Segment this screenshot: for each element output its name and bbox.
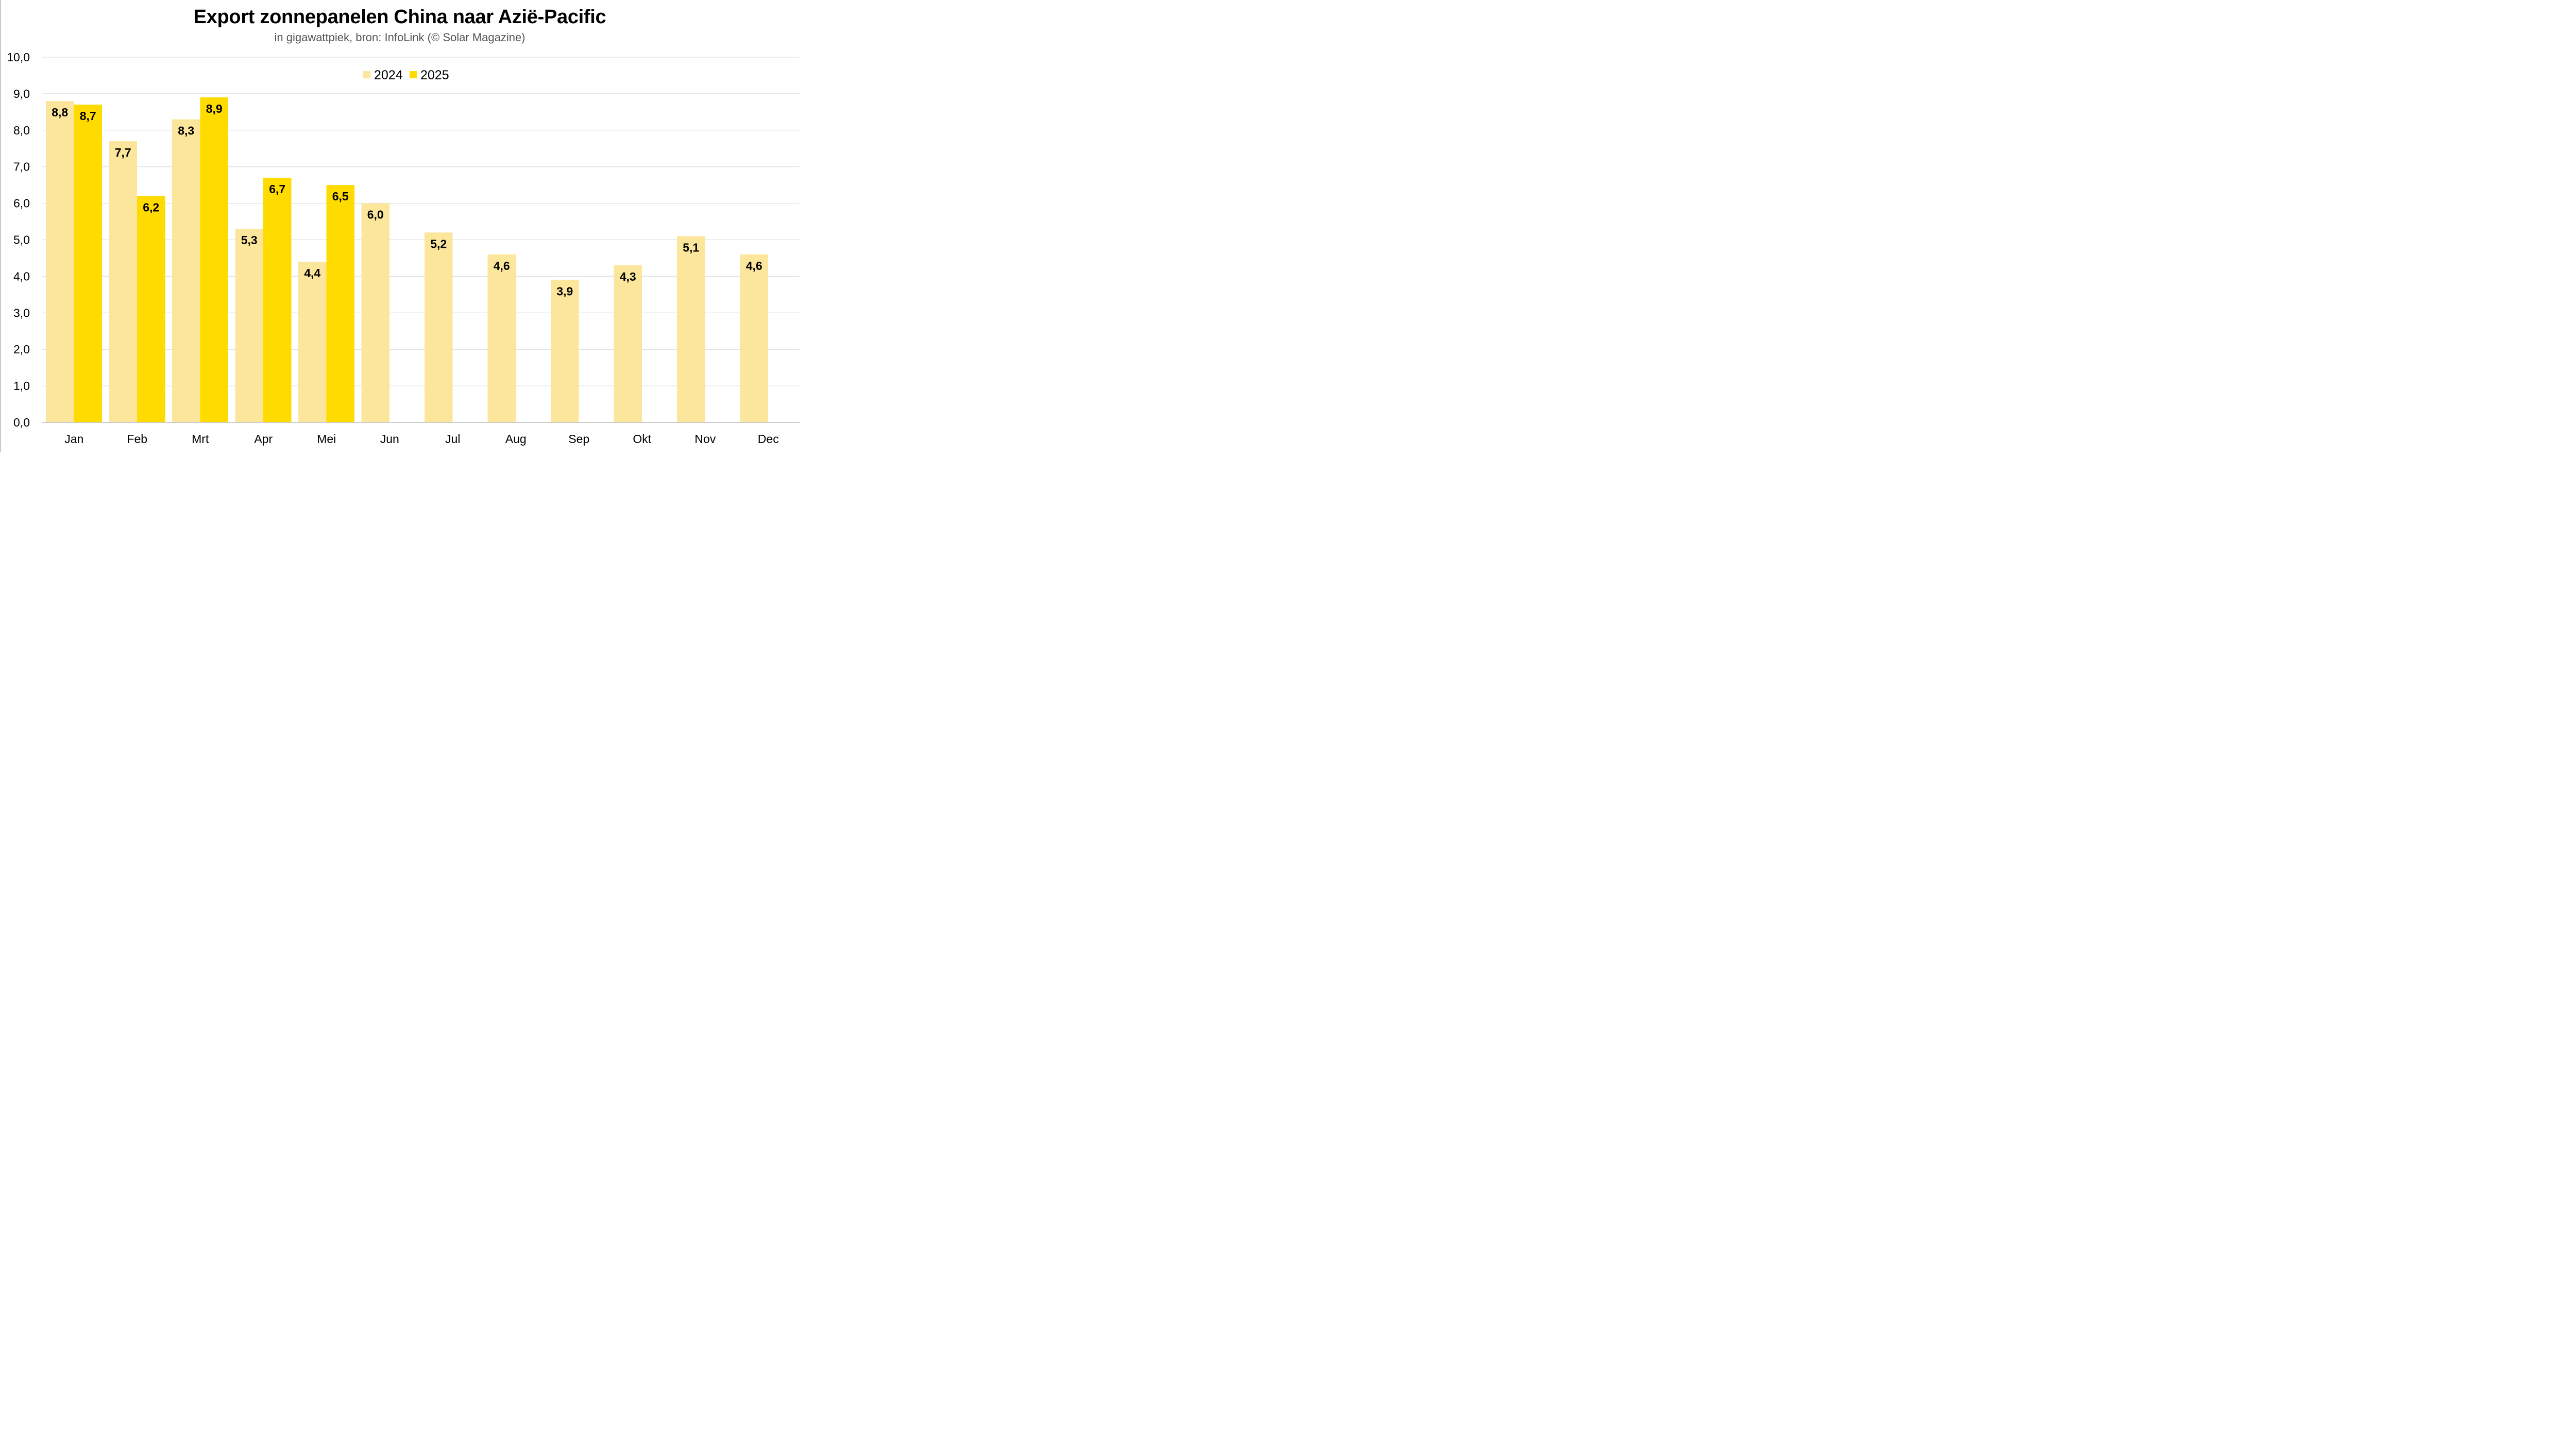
- y-tick-label: 0,0: [13, 416, 30, 429]
- data-label-2025-feb: 6,2: [143, 200, 159, 214]
- data-label-2024-sep: 3,9: [556, 284, 573, 298]
- legend-swatch-2025: [410, 71, 417, 78]
- x-tick-label: Nov: [694, 432, 716, 446]
- bar-2024-mei: [298, 262, 327, 422]
- y-tick-label: 9,0: [13, 87, 30, 100]
- y-tick-label: 3,0: [13, 306, 30, 319]
- x-tick-label: Feb: [127, 432, 147, 446]
- data-label-2024-jun: 6,0: [367, 208, 384, 222]
- bar-2024-jun: [361, 203, 389, 422]
- bar-2024-apr: [235, 229, 263, 422]
- x-tick-label: Jan: [64, 432, 83, 446]
- bar-2024-jul: [425, 232, 453, 422]
- data-label-2025-mrt: 8,9: [206, 102, 223, 115]
- data-label-2025-apr: 6,7: [269, 182, 285, 196]
- data-label-2024-feb: 7,7: [115, 146, 131, 159]
- data-label-2024-jul: 5,2: [430, 237, 447, 250]
- x-tick-label: Apr: [254, 432, 273, 446]
- y-tick-label: 6,0: [13, 197, 30, 210]
- bar-2024-nov: [677, 236, 705, 422]
- x-tick-label: Aug: [505, 432, 527, 446]
- bar-2025-mei: [326, 185, 354, 422]
- bar-2024-mrt: [172, 119, 200, 422]
- bar-2024-aug: [487, 254, 516, 422]
- x-tick-label: Jul: [445, 432, 460, 446]
- chart-title: Export zonnepanelen China naar Azië-Paci…: [193, 6, 606, 28]
- x-tick-label: Mei: [317, 432, 336, 446]
- x-tick-label: Okt: [633, 432, 651, 446]
- y-tick-label: 7,0: [13, 160, 30, 174]
- y-tick-label: 5,0: [13, 233, 30, 247]
- y-tick-label: 1,0: [13, 379, 30, 393]
- bar-2025-jan: [74, 105, 102, 423]
- bar-2024-sep: [551, 280, 579, 422]
- chart-subtitle: in gigawattpiek, bron: InfoLink (© Solar…: [274, 31, 526, 44]
- data-label-2024-okt: 4,3: [620, 270, 636, 283]
- data-label-2024-nov: 5,1: [683, 241, 699, 254]
- y-tick-label: 2,0: [13, 343, 30, 356]
- chart-root: Export zonnepanelen China naar Azië-Paci…: [0, 0, 800, 452]
- bar-2024-feb: [109, 141, 137, 422]
- data-label-2025-jan: 8,7: [80, 109, 96, 123]
- y-tick-label: 10,0: [7, 50, 30, 64]
- bar-2024-jan: [46, 101, 74, 422]
- x-tick-label: Sep: [568, 432, 589, 446]
- x-tick-label: Dec: [758, 432, 779, 446]
- y-tick-label: 8,0: [13, 124, 30, 137]
- data-label-2024-dec: 4,6: [746, 259, 762, 273]
- data-label-2024-apr: 5,3: [241, 233, 258, 247]
- bar-2024-okt: [614, 265, 642, 422]
- x-tick-label: Jun: [380, 432, 399, 446]
- data-label-2024-mei: 4,4: [304, 266, 320, 280]
- data-label-2025-mei: 6,5: [332, 190, 349, 203]
- y-tick-label: 4,0: [13, 269, 30, 283]
- legend-label-2024: 2024: [374, 68, 403, 82]
- data-label-2024-mrt: 8,3: [178, 124, 194, 138]
- bar-2025-apr: [263, 177, 292, 422]
- legend-label-2025: 2025: [420, 68, 449, 82]
- bar-2025-feb: [137, 196, 165, 422]
- x-tick-label: Mrt: [192, 432, 209, 446]
- bar-2024-dec: [740, 254, 768, 422]
- data-label-2024-aug: 4,6: [494, 259, 510, 273]
- data-label-2024-jan: 8,8: [52, 106, 68, 119]
- bar-2025-mrt: [200, 97, 228, 423]
- chart-plot: 0,0 1,0 2,0 3,0 4,0 5,0 6,0 7,0 8,0 9,0 10,0 8,8 8,7…: [7, 50, 800, 446]
- legend-swatch-2024: [363, 71, 370, 78]
- frame-left-border: [0, 0, 1, 452]
